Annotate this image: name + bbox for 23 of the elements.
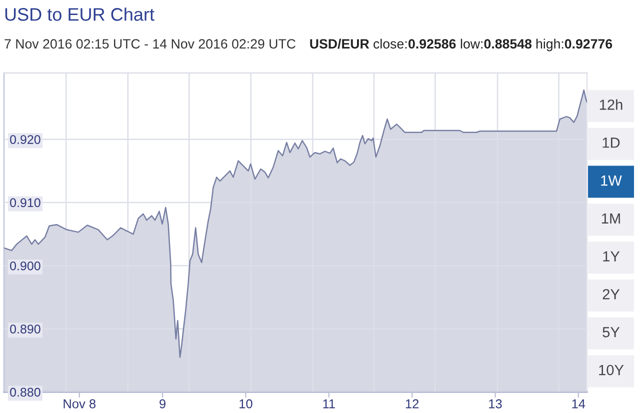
x-tick-label: 9 [160,399,166,408]
x-tick-label: 11 [323,399,335,408]
text: 12h [600,99,622,110]
x-tick-label: Nov 8 [64,399,96,408]
x-tick-label: 12 [406,399,419,408]
text: 10Y [599,364,624,376]
x-tick-label: 13 [489,399,502,408]
text: 1W [601,176,622,186]
y-tick-label: 0.880 [10,388,40,397]
text: 1D [602,138,620,148]
y-tick-label: 0.920 [10,135,40,144]
y-tick-label: 0.900 [10,261,40,270]
text: 5Y [602,327,620,338]
x-tick-label: 14 [572,399,586,408]
chart-subtitle: 7 Nov 2016 02:15 UTC - 14 Nov 2016 02:29 UTC [4,39,296,49]
text: 2Y [602,289,620,300]
text: 1M [602,213,620,224]
text: USD/EUR close:0.92586 low:0.88548 high:0.92776 [310,38,612,52]
y-tick-label: 0.890 [10,324,40,334]
y-tick-label: 0.910 [10,198,40,208]
text: 1Y [603,251,620,262]
chart-title: USD to EUR Chart [5,8,154,21]
x-tick-label: 10 [240,399,252,408]
